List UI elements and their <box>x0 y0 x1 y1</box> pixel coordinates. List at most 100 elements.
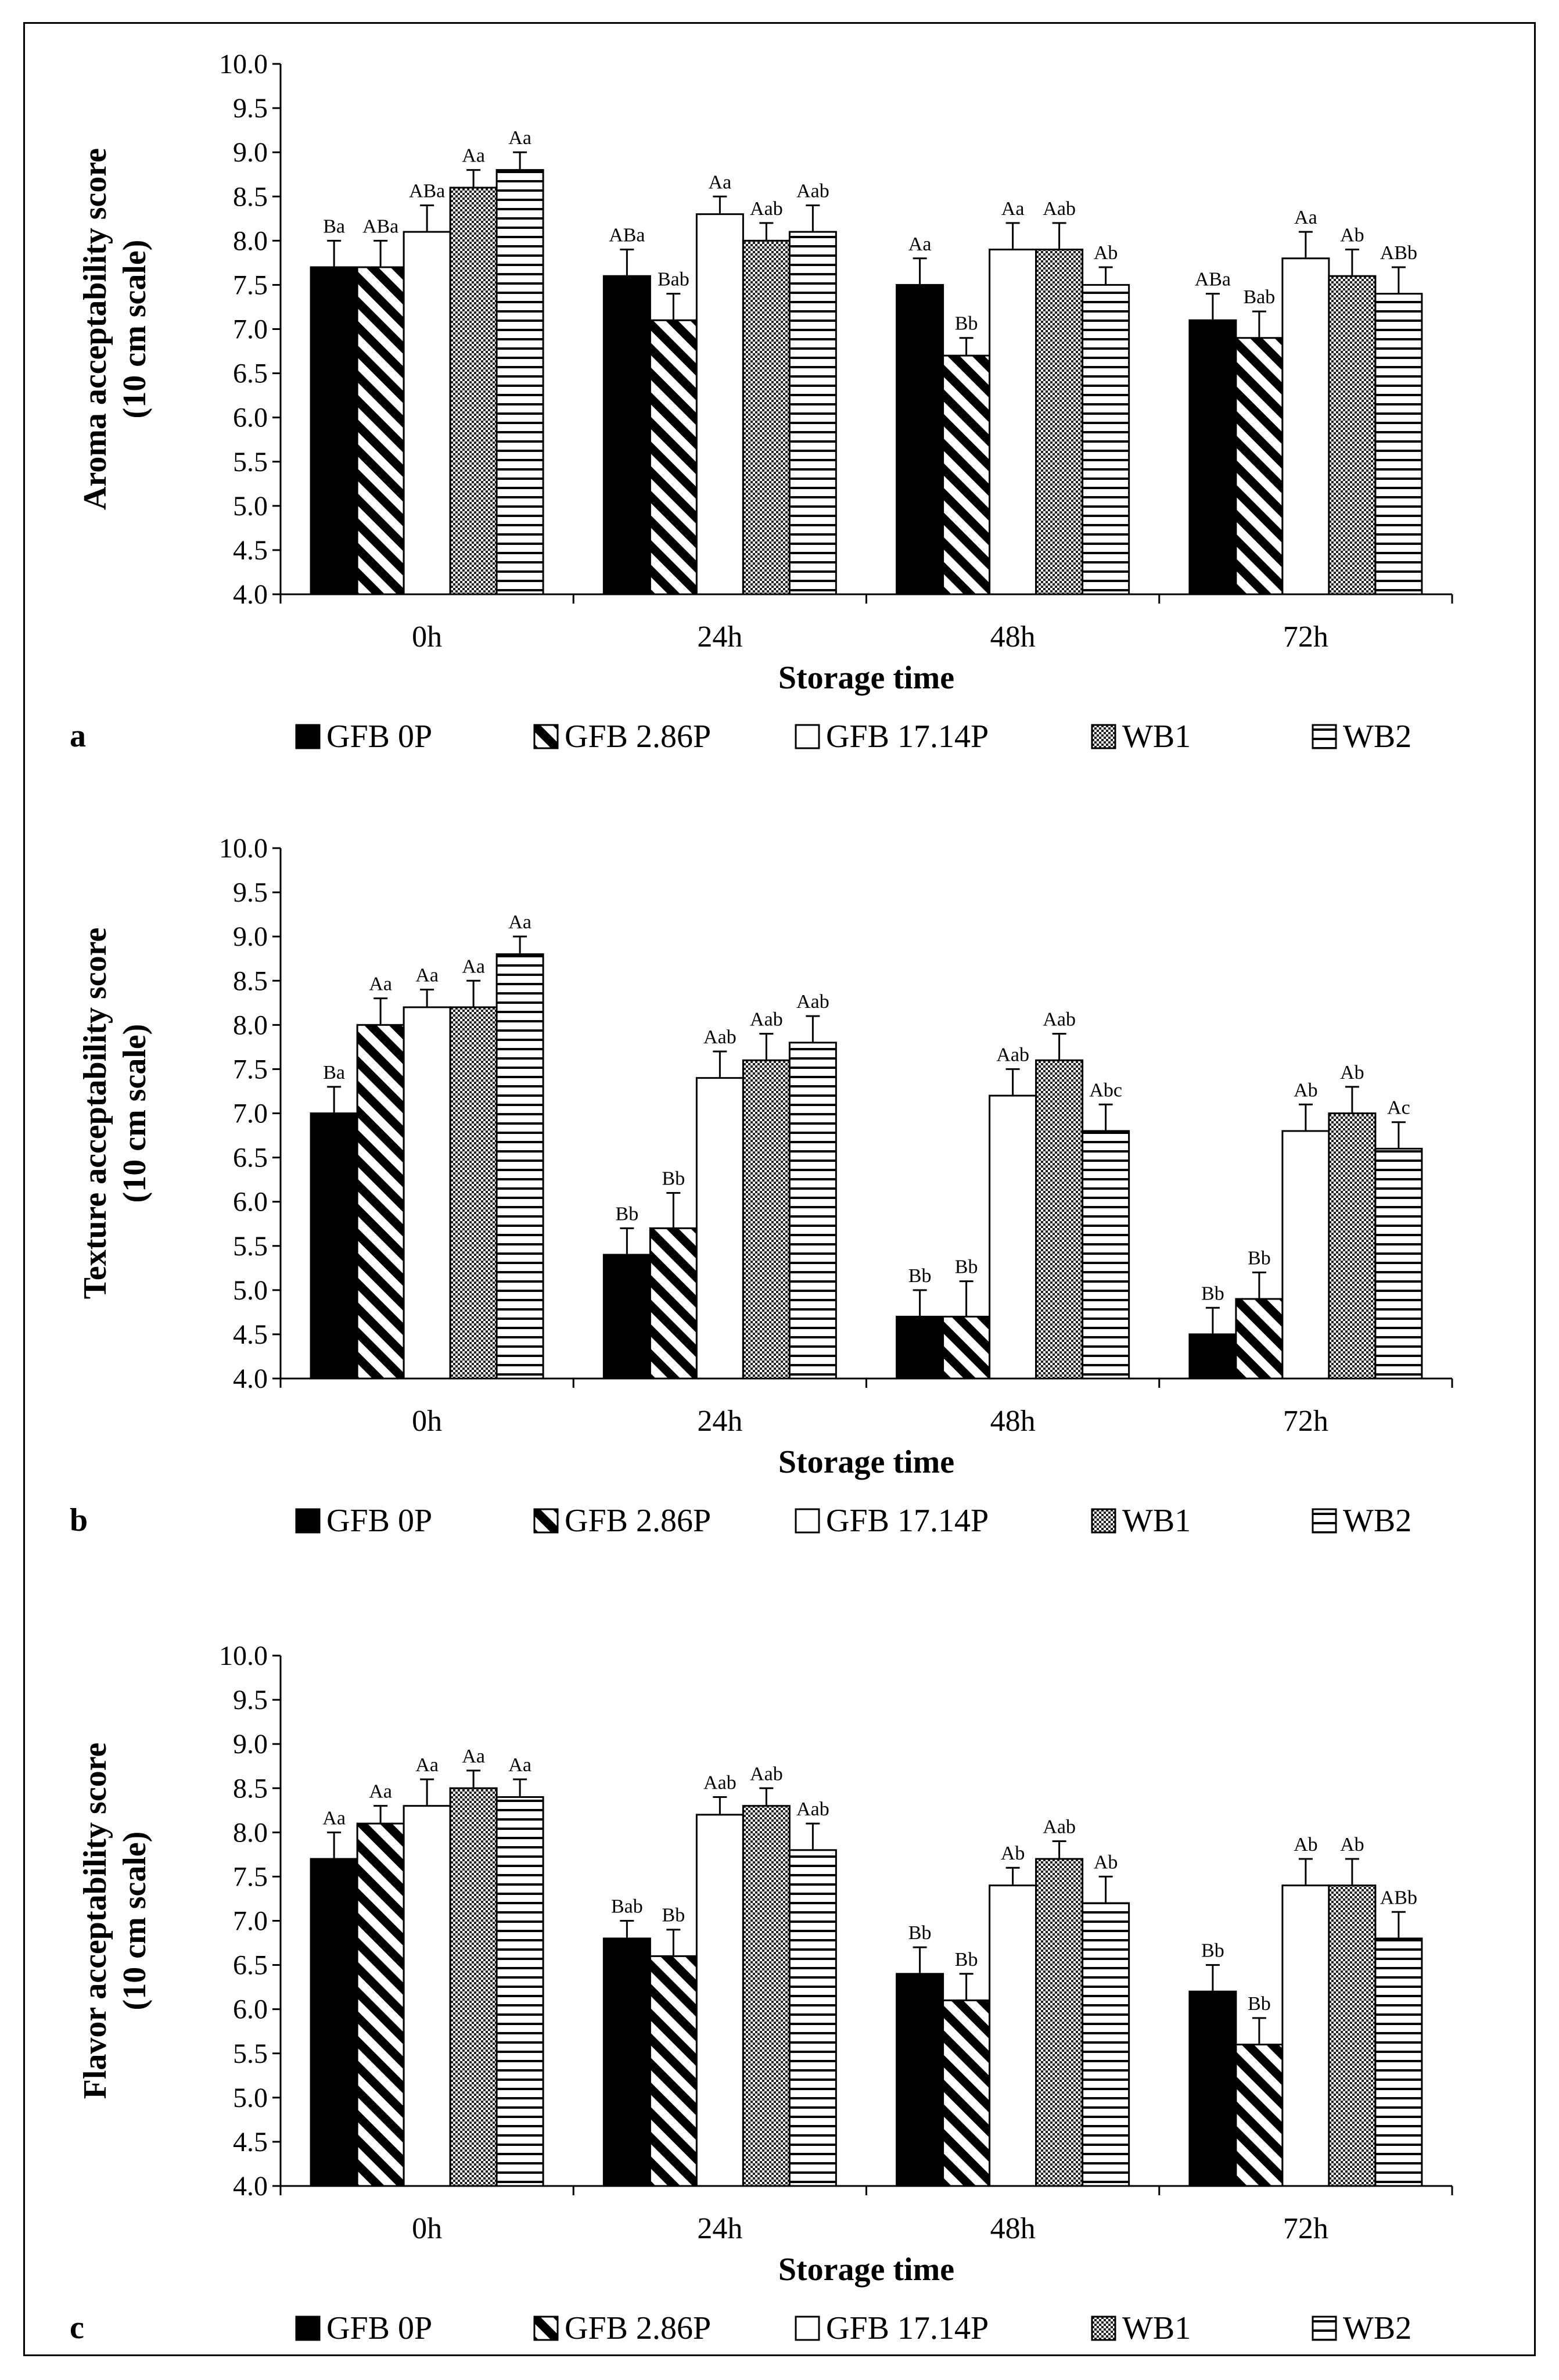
data-label: Aa <box>462 956 485 977</box>
y-tick-label: 4.0 <box>233 1363 268 1394</box>
bar <box>1035 1858 1084 2187</box>
bar <box>649 319 698 595</box>
y-axis-title: Aroma acceptability score <box>77 148 113 510</box>
bar <box>602 1254 651 1380</box>
data-label: Ba <box>323 216 345 237</box>
y-tick-label: 8.0 <box>233 1817 268 1848</box>
y-tick-label: 5.5 <box>233 2038 268 2069</box>
data-label: Aab <box>996 1044 1029 1065</box>
y-tick-label: 8.5 <box>233 1773 268 1804</box>
legend-label: GFB 2.86P <box>565 719 711 755</box>
data-label: Aab <box>703 1772 737 1793</box>
bar <box>896 283 944 595</box>
data-label: Bb <box>955 313 978 335</box>
y-tick-label: 4.0 <box>233 2171 268 2202</box>
bar <box>742 1805 791 2187</box>
y-tick-label: 6.0 <box>233 403 268 433</box>
legend-swatch <box>1312 2316 1337 2341</box>
data-label: Bb <box>955 1949 978 1970</box>
bar <box>1235 2044 1284 2187</box>
x-axis-title: Storage time <box>778 660 954 696</box>
bar <box>989 1094 1037 1380</box>
bar <box>942 1315 991 1380</box>
chart-panel-c: 4.0 4.5 5.0 5.5 6.0 6.5 7.0 7.5 8.0 8.5 9.0 9.5 10.0… <box>70 1640 1453 2346</box>
y-tick-label: 9.5 <box>233 93 268 124</box>
bar <box>356 1024 405 1380</box>
bar <box>449 1787 498 2187</box>
legend-label: WB1 <box>1122 719 1191 755</box>
bar <box>602 1937 651 2187</box>
data-label: Bb <box>908 1265 932 1287</box>
data-label: Ab <box>1340 225 1364 246</box>
legend-swatch <box>1091 1508 1116 1534</box>
y-tick-label: 7.5 <box>233 1054 268 1085</box>
legend-label: GFB 17.14P <box>826 1503 989 1539</box>
bar <box>1374 1147 1423 1380</box>
legend-label: WB2 <box>1343 719 1411 755</box>
y-tick-label: 9.5 <box>233 1685 268 1715</box>
x-category-label: 72h <box>1283 620 1328 654</box>
legend-label: GFB 0P <box>326 719 432 755</box>
x-axis-title: Storage time <box>778 1444 954 1480</box>
bar <box>649 1955 698 2187</box>
legend-swatch <box>795 724 820 749</box>
data-label: Aab <box>750 198 783 220</box>
bar <box>989 1884 1037 2187</box>
bar <box>403 231 451 595</box>
y-tick-label: 6.5 <box>233 358 268 389</box>
x-category-label: 0h <box>412 620 442 654</box>
bar <box>1281 1884 1330 2187</box>
legend-label: GFB 2.86P <box>565 2310 711 2346</box>
x-category-label: 72h <box>1283 2212 1328 2245</box>
bar <box>403 1006 451 1380</box>
bar <box>896 1973 944 2187</box>
legend-label: WB2 <box>1343 2310 1411 2346</box>
chart-panel-b: 4.0 4.5 5.0 5.5 6.0 6.5 7.0 7.5 8.0 8.5 9.0 9.5 10.0… <box>70 833 1453 1539</box>
data-label: Aab <box>750 1009 783 1031</box>
data-label: Aa <box>709 171 732 193</box>
data-label: Ab <box>1001 1843 1025 1864</box>
data-label: Bb <box>662 1168 685 1189</box>
data-label: Abc <box>1089 1079 1122 1101</box>
bar <box>989 249 1037 595</box>
bar <box>495 169 544 595</box>
data-label: Aab <box>703 1026 737 1048</box>
bar <box>1188 319 1237 595</box>
y-tick-label: 5.0 <box>233 1275 268 1306</box>
bar <box>495 1796 544 2187</box>
bar <box>896 1315 944 1380</box>
data-label: Aa <box>462 1746 485 1767</box>
data-label: Bb <box>1248 1993 1271 2015</box>
legend-swatch <box>533 2316 559 2341</box>
data-label: Aab <box>1043 198 1076 220</box>
y-tick-label: 7.0 <box>233 314 268 345</box>
legend-label: GFB 17.14P <box>826 719 989 755</box>
bar <box>742 1059 791 1380</box>
panel-letter: a <box>70 718 86 754</box>
y-tick-label: 5.5 <box>233 1231 268 1262</box>
legend-label: GFB 17.14P <box>826 2310 989 2346</box>
y-tick-label: 8.0 <box>233 1010 268 1040</box>
data-label: Aa <box>508 911 531 933</box>
data-label: Aa <box>322 1807 346 1829</box>
y-tick-label: 8.5 <box>233 181 268 212</box>
legend-label: WB1 <box>1122 1503 1191 1539</box>
y-tick-label: 10.0 <box>219 1640 268 1671</box>
y-tick-label: 9.0 <box>233 1729 268 1760</box>
bar <box>403 1805 451 2187</box>
data-label: Bb <box>1248 1247 1271 1269</box>
y-tick-label: 5.0 <box>233 491 268 522</box>
bar <box>495 953 544 1380</box>
data-label: Bb <box>616 1203 639 1225</box>
bar <box>695 213 744 595</box>
x-category-label: 48h <box>990 620 1036 654</box>
y-tick-label: 4.5 <box>233 1319 268 1350</box>
y-tick-label: 4.5 <box>233 2127 268 2158</box>
data-label: Aa <box>1294 207 1317 228</box>
bar <box>742 239 791 595</box>
legend-label: GFB 2.86P <box>565 1503 711 1539</box>
data-label: Bab <box>611 1896 643 1918</box>
bar <box>695 1814 744 2187</box>
legend-label: GFB 0P <box>326 2310 432 2346</box>
y-axis-title-unit: (10 cm scale) <box>117 1024 153 1203</box>
